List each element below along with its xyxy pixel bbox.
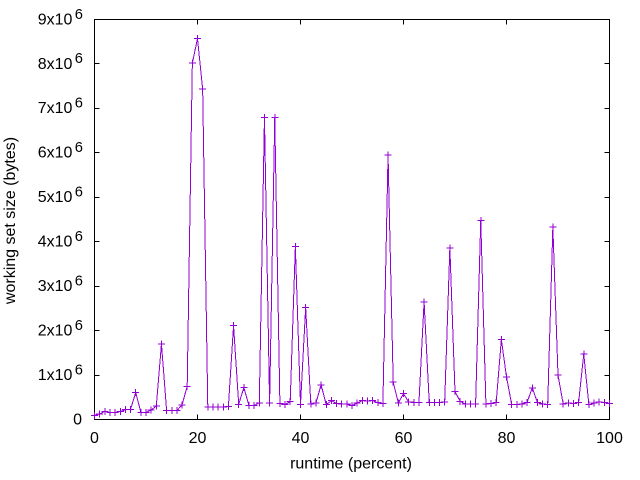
svg-text:7x10: 7x10 [38, 100, 73, 117]
svg-text:6: 6 [75, 318, 83, 334]
svg-text:6: 6 [75, 140, 83, 156]
svg-text:6: 6 [75, 51, 83, 67]
svg-text:6: 6 [75, 185, 83, 201]
svg-text:working set size (bytes): working set size (bytes) [2, 137, 19, 305]
svg-text:6: 6 [75, 362, 83, 378]
svg-text:100: 100 [596, 430, 623, 447]
svg-text:9x10: 9x10 [38, 11, 73, 28]
svg-text:0: 0 [90, 430, 99, 447]
svg-text:6: 6 [75, 96, 83, 112]
svg-text:4x10: 4x10 [38, 234, 73, 251]
svg-text:6: 6 [75, 7, 83, 23]
svg-text:6: 6 [75, 273, 83, 289]
svg-text:0: 0 [73, 411, 82, 428]
svg-text:1x10: 1x10 [38, 367, 73, 384]
svg-text:40: 40 [292, 430, 310, 447]
svg-text:20: 20 [189, 430, 207, 447]
svg-text:8x10: 8x10 [38, 56, 73, 73]
svg-text:6x10: 6x10 [38, 145, 73, 162]
svg-text:6: 6 [75, 229, 83, 245]
svg-text:60: 60 [395, 430, 413, 447]
svg-text:2x10: 2x10 [38, 323, 73, 340]
svg-text:80: 80 [498, 430, 516, 447]
svg-text:5x10: 5x10 [38, 189, 73, 206]
svg-text:3x10: 3x10 [38, 278, 73, 295]
svg-text:runtime (percent): runtime (percent) [290, 455, 412, 472]
